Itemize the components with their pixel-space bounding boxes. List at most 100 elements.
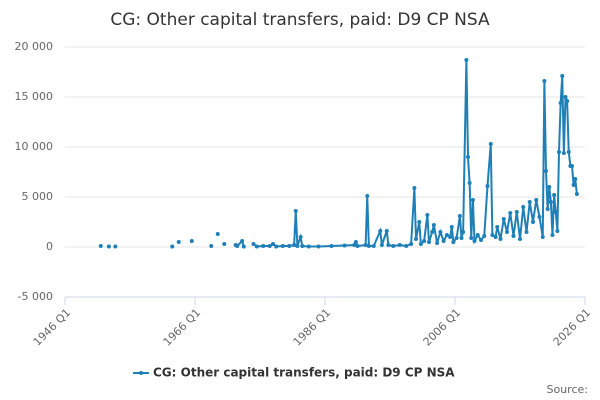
data-point [391, 244, 396, 248]
data-point [470, 198, 475, 202]
data-point [235, 244, 240, 248]
data-point [98, 244, 103, 248]
data-point [490, 233, 495, 237]
data-point [106, 244, 111, 249]
data-point [464, 58, 469, 62]
x-tick-label: 1986 Q1 [291, 306, 334, 349]
data-point [461, 230, 466, 234]
data-point [222, 242, 227, 246]
data-point [560, 74, 565, 78]
data-point [425, 213, 430, 217]
data-point [438, 230, 443, 234]
data-point [215, 232, 220, 236]
data-point [397, 243, 402, 247]
data-point [371, 244, 376, 248]
data-point [540, 235, 545, 239]
data-point [566, 150, 571, 154]
data-point [545, 207, 550, 211]
data-point [418, 242, 423, 246]
data-point [521, 205, 526, 209]
data-point [355, 244, 360, 248]
y-tick-label: 10 000 [15, 140, 54, 153]
y-tick-label: 0 [46, 240, 53, 253]
y-tick-label: 15 000 [15, 90, 54, 103]
legend-label: CG: Other capital transfers, paid: D9 CP… [153, 366, 455, 380]
data-point [485, 184, 490, 188]
data-point [550, 233, 555, 237]
data-point [542, 79, 547, 83]
data-point [292, 243, 297, 247]
data-point [467, 181, 472, 185]
y-tick-label: 5 000 [22, 190, 54, 203]
data-point [557, 150, 561, 154]
data-point [505, 230, 509, 234]
data-point [384, 229, 389, 233]
data-point [571, 183, 576, 187]
data-point [300, 244, 305, 248]
data-point [527, 200, 532, 204]
data-point [241, 244, 246, 249]
data-point [511, 234, 516, 238]
data-point [451, 240, 456, 244]
data-point [274, 244, 279, 249]
data-point [251, 242, 256, 246]
data-point [493, 235, 498, 239]
x-tick-label: 2006 Q1 [421, 306, 464, 349]
data-point [561, 151, 566, 155]
data-point [427, 240, 431, 244]
data-point [454, 236, 459, 240]
data-point [537, 215, 542, 219]
data-point [431, 223, 436, 227]
y-tick-label: 20 000 [15, 40, 54, 53]
data-point [404, 244, 409, 248]
data-point [353, 240, 358, 244]
data-point [508, 211, 513, 215]
data-point [189, 239, 194, 243]
x-tick-label: 1966 Q1 [161, 306, 204, 349]
data-point [448, 235, 453, 239]
data-point [563, 95, 568, 99]
data-point [475, 233, 480, 237]
data-point [555, 229, 560, 233]
data-point [113, 244, 118, 249]
data-point [414, 237, 418, 241]
data-point [514, 210, 519, 214]
data-point [524, 230, 529, 234]
data-point [430, 230, 435, 234]
data-point [570, 164, 574, 168]
data-point [558, 101, 563, 105]
data-point [544, 169, 548, 173]
data-point [547, 185, 552, 189]
data-point [435, 241, 440, 245]
data-point [553, 210, 558, 214]
data-point [176, 240, 181, 244]
data-point [459, 236, 464, 240]
data-point [271, 242, 275, 246]
x-tick-label: 1946 Q1 [31, 306, 74, 349]
data-point [441, 239, 446, 243]
data-point [261, 244, 266, 248]
data-point [469, 236, 474, 240]
data-point [472, 239, 477, 243]
data-point [501, 217, 506, 221]
data-point [316, 244, 321, 249]
data-point [449, 225, 454, 229]
chart-title: CG: Other capital transfers, paid: D9 CP… [110, 10, 490, 30]
data-point [295, 244, 300, 248]
data-point [548, 200, 553, 204]
data-point [254, 244, 259, 249]
data-point [518, 237, 522, 241]
data-point [342, 243, 347, 248]
data-point [240, 239, 245, 243]
data-point [352, 243, 357, 247]
data-point [379, 243, 384, 247]
data-point [329, 244, 334, 248]
data-point [573, 177, 578, 181]
data-point [298, 235, 303, 239]
data-point [482, 234, 487, 238]
data-point [209, 244, 214, 248]
data-point [422, 239, 427, 243]
data-point [280, 244, 285, 248]
data-point [386, 243, 391, 247]
